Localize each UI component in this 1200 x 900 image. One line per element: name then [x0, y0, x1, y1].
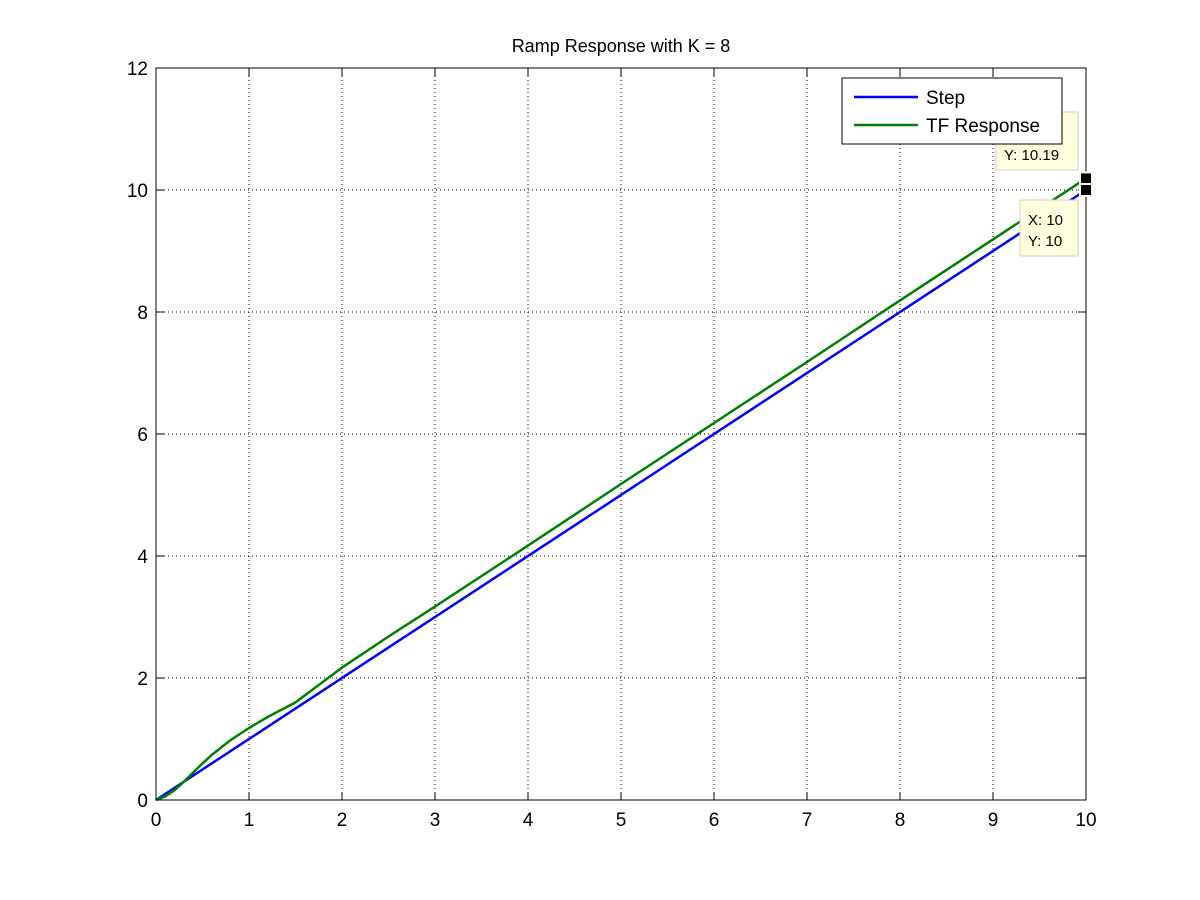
y-tick-label: 12	[127, 59, 148, 80]
x-tick-label: 2	[337, 810, 348, 831]
x-tick-label: 4	[523, 810, 534, 831]
data-tip-marker[interactable]	[1081, 185, 1091, 195]
legend-label: TF Response	[926, 116, 1040, 137]
y-tick-label: 10	[127, 181, 148, 202]
x-tick-label: 9	[988, 810, 999, 831]
x-tick-label: 0	[151, 810, 162, 831]
data-tip-text: X: 10	[1028, 212, 1063, 229]
y-tick-label: 0	[137, 791, 148, 812]
y-tick-label: 2	[137, 669, 148, 690]
y-tick-label: 8	[137, 303, 148, 324]
y-tick-label: 6	[137, 425, 148, 446]
data-tip-marker[interactable]	[1081, 173, 1091, 183]
x-tick-label: 1	[244, 810, 255, 831]
legend-label: Step	[926, 88, 965, 109]
x-tick-label: 3	[430, 810, 441, 831]
x-tick-label: 10	[1075, 810, 1096, 831]
data-tip-text: Y: 10.19	[1004, 147, 1059, 164]
data-tip-text: Y: 10	[1028, 233, 1062, 250]
x-tick-label: 8	[895, 810, 906, 831]
chart-title: Ramp Response with K = 8	[512, 36, 731, 56]
x-tick-label: 6	[709, 810, 720, 831]
x-tick-label: 5	[616, 810, 627, 831]
y-tick-label: 4	[137, 547, 148, 568]
x-tick-label: 7	[802, 810, 813, 831]
